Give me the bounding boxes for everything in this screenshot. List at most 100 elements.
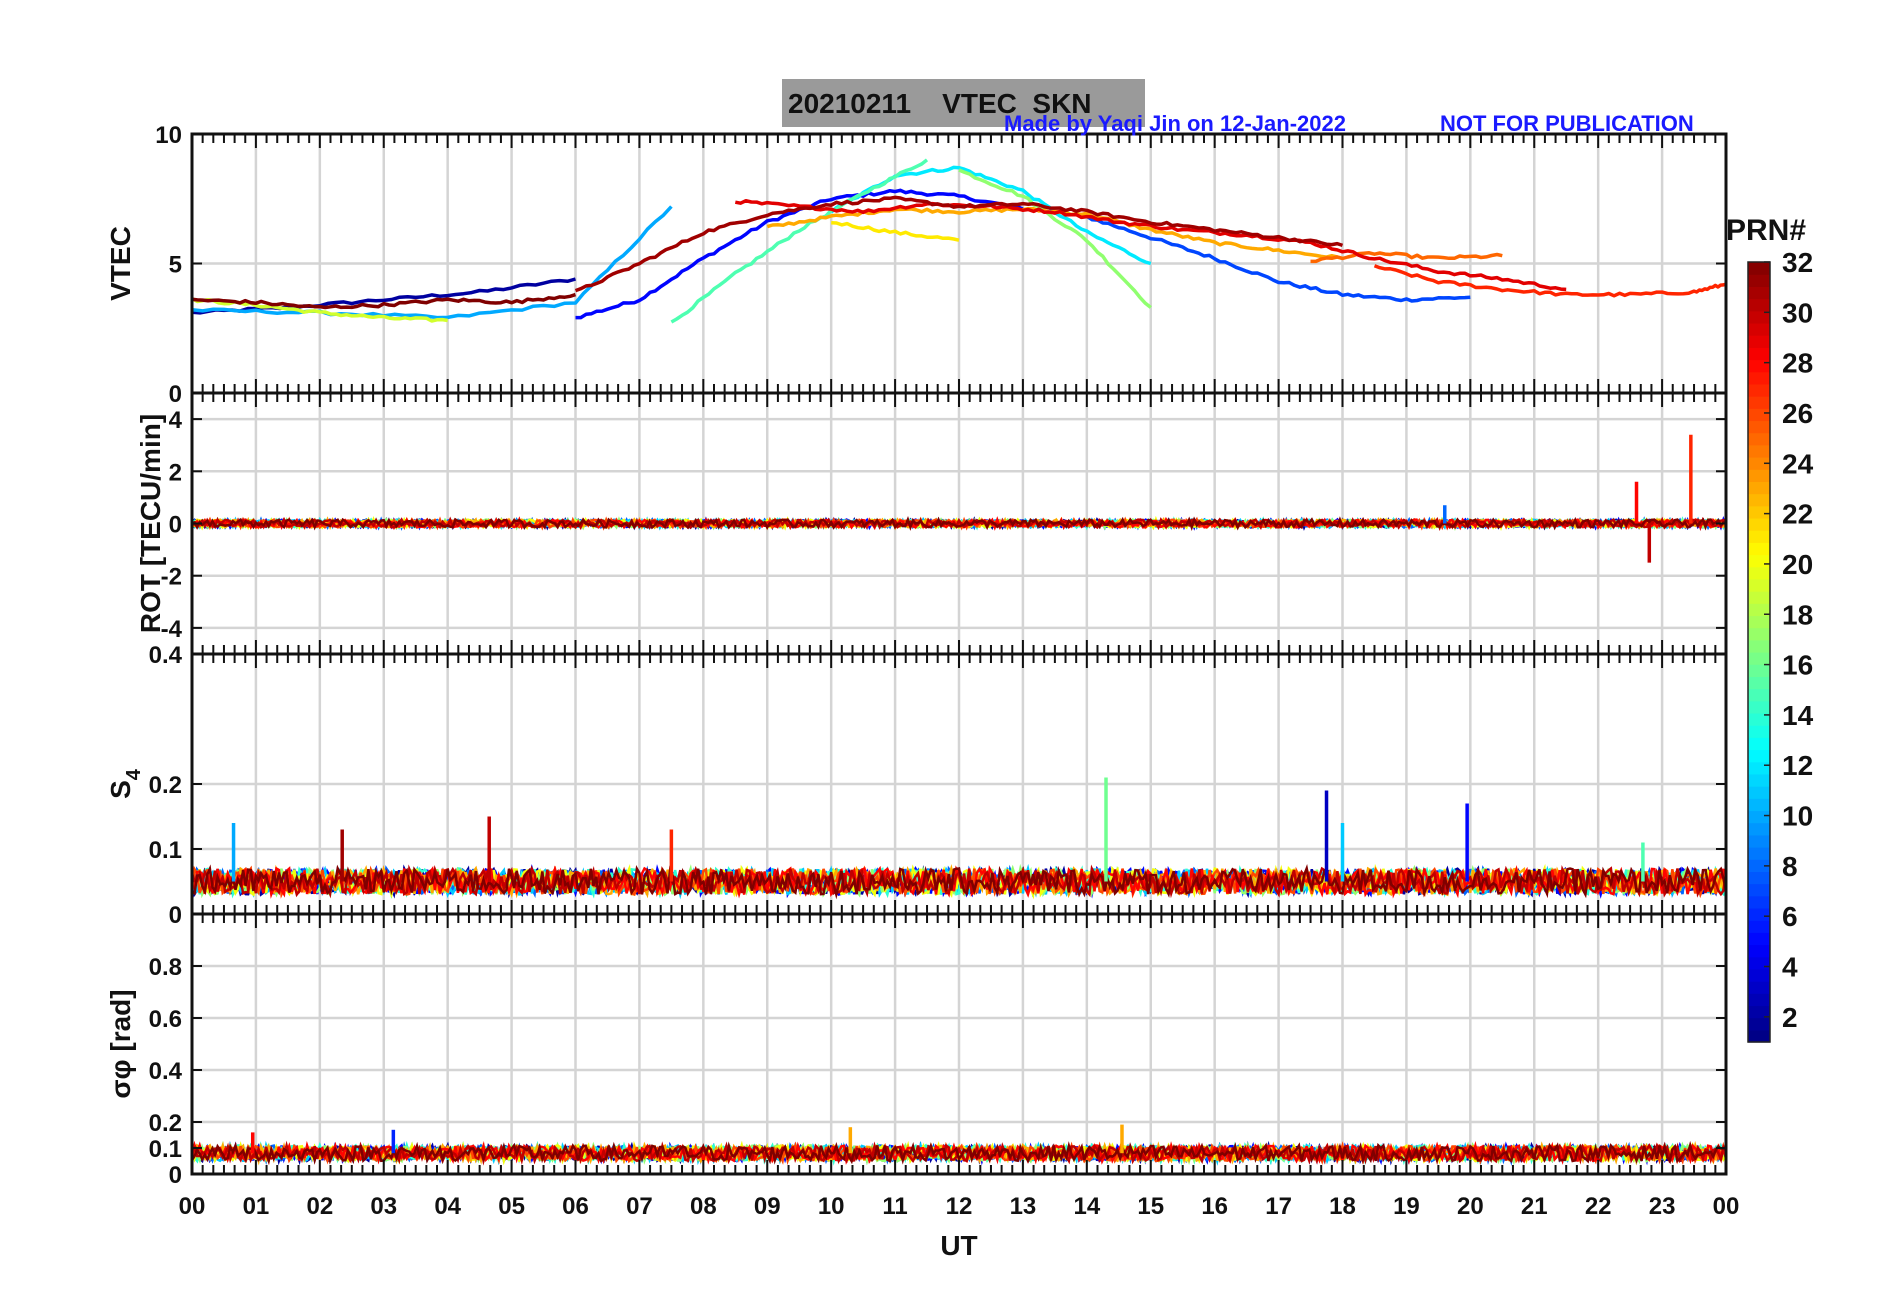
colorbar-tick-label: 26 xyxy=(1782,398,1813,429)
colorbar-segment xyxy=(1748,956,1770,970)
series-prn-27 xyxy=(1373,264,1726,298)
title-station: VTEC SKN xyxy=(942,88,1092,119)
x-tick-label: 10 xyxy=(818,1193,845,1220)
colorbar-segment xyxy=(1748,310,1770,324)
series-prn-31 xyxy=(574,195,1344,293)
x-tick-label: 20 xyxy=(1457,1193,1484,1220)
y-tick-label: 0.2 xyxy=(149,1110,182,1137)
colorbar-segment xyxy=(1748,457,1770,470)
colorbar-label: PRN# xyxy=(1726,214,1806,247)
colorbar-segment xyxy=(1748,396,1770,409)
colorbar-segment xyxy=(1748,907,1770,921)
x-axis: 00 01 02 03 04 05 06 07 08 09 10 11 12 13 14 15 16 17 18 19… xyxy=(179,1193,1740,1220)
x-tick-label: 05 xyxy=(498,1193,525,1220)
y-axis-label: ROT [TECU/min] xyxy=(135,414,166,633)
series-prn-17 xyxy=(958,168,1152,309)
x-tick-label: 03 xyxy=(370,1193,397,1220)
colorbar-segment xyxy=(1748,262,1770,275)
series-prn-12 xyxy=(830,165,1152,266)
y-tick-label: 0 xyxy=(169,902,182,929)
x-tick-label: 19 xyxy=(1393,1193,1420,1220)
colorbar-segment xyxy=(1748,883,1770,897)
colorbar-tick-label: 6 xyxy=(1782,901,1798,932)
colorbar-tick-label: 16 xyxy=(1782,650,1813,681)
colorbar-segment xyxy=(1748,432,1770,446)
colorbar-frame xyxy=(1747,261,1771,1043)
plot-area xyxy=(192,434,1726,563)
colorbar-tick-label: 12 xyxy=(1782,750,1813,781)
x-tick-label: 04 xyxy=(434,1193,461,1220)
colorbar-tick-label: 22 xyxy=(1782,499,1813,530)
colorbar-segment xyxy=(1748,335,1770,348)
colorbar-segment xyxy=(1748,298,1770,312)
y-tick-label: 5 xyxy=(169,252,182,279)
x-axis-label: UT xyxy=(940,1230,977,1261)
x-tick-label: 00 xyxy=(179,1193,206,1220)
series-prn-25 xyxy=(1310,251,1503,264)
colorbar-segment xyxy=(1748,286,1770,300)
y-tick-label: 0.1 xyxy=(149,837,182,864)
y-tick-label: -2 xyxy=(161,564,182,591)
title-date: 20210211 xyxy=(788,88,912,119)
y-tick-label: 0.2 xyxy=(149,772,182,799)
panel-vtec: 0 5 10 VTEC xyxy=(105,122,1728,408)
x-tick-label: 17 xyxy=(1265,1193,1292,1220)
y-tick-label: 0.6 xyxy=(149,1006,182,1033)
colorbar-segment xyxy=(1748,615,1770,629)
colorbar-segment xyxy=(1748,639,1770,653)
colorbar-segment xyxy=(1748,420,1770,434)
x-tick-label: 21 xyxy=(1521,1193,1548,1220)
colorbar-tick-label: 10 xyxy=(1782,801,1813,832)
colorbar-tick-label: 18 xyxy=(1782,599,1813,630)
colorbar-segment xyxy=(1748,725,1770,738)
colorbar-segment xyxy=(1748,676,1770,690)
colorbar-segment xyxy=(1748,798,1770,812)
plot-area xyxy=(192,777,1726,900)
x-tick-label: 00 xyxy=(1713,1193,1740,1220)
x-tick-label: 01 xyxy=(243,1193,270,1220)
colorbar-tick-label: 24 xyxy=(1782,448,1814,479)
colorbar-segment xyxy=(1748,481,1770,495)
title-box xyxy=(782,79,1145,127)
x-tick-label: 02 xyxy=(306,1193,333,1220)
y-tick-label: 0 xyxy=(169,381,182,408)
y-tick-label: 0 xyxy=(169,1162,182,1189)
colorbar-segment xyxy=(1748,469,1770,482)
noise-prn-32 xyxy=(192,1140,1726,1165)
y-tick-label: 0.1 xyxy=(149,1136,182,1163)
colorbar-segment xyxy=(1748,359,1770,373)
colorbar-segment xyxy=(1748,749,1770,763)
x-tick-label: 08 xyxy=(690,1193,717,1220)
series-prn-7 xyxy=(1085,214,1471,303)
colorbar-segment xyxy=(1748,786,1770,799)
x-tick-label: 14 xyxy=(1073,1193,1100,1220)
colorbar-segment xyxy=(1748,591,1770,604)
noise-prn-32 xyxy=(192,863,1726,900)
colorbar-segment xyxy=(1748,932,1770,946)
x-tick-label: 18 xyxy=(1329,1193,1356,1220)
series-prn-29 xyxy=(734,198,1567,292)
colorbar-segment xyxy=(1748,761,1770,775)
y-axis-label: S4 xyxy=(105,768,145,799)
colorbar-segment xyxy=(1748,944,1770,958)
colorbar-tick-label: 28 xyxy=(1782,348,1813,379)
colorbar-segment xyxy=(1748,773,1770,787)
colorbar-segment xyxy=(1748,383,1770,397)
colorbar-segment xyxy=(1748,652,1770,665)
y-axis-label: σφ [rad] xyxy=(105,989,136,1098)
colorbar-segment xyxy=(1748,493,1770,507)
x-tick-label: 09 xyxy=(754,1193,781,1220)
colorbar-segment xyxy=(1748,322,1770,336)
colorbar-segment xyxy=(1748,1005,1770,1019)
colorbar-segment xyxy=(1748,530,1770,543)
y-tick-label: 0.8 xyxy=(149,954,182,981)
colorbar-segment xyxy=(1748,737,1770,751)
colorbar-segment xyxy=(1748,859,1770,872)
colorbar-segment xyxy=(1748,408,1770,422)
colorbar-segment xyxy=(1748,542,1770,556)
y-tick-label: 4 xyxy=(169,407,183,434)
colorbar-segment xyxy=(1748,834,1770,848)
x-tick-label: 06 xyxy=(562,1193,589,1220)
colorbar-segment xyxy=(1748,810,1770,824)
